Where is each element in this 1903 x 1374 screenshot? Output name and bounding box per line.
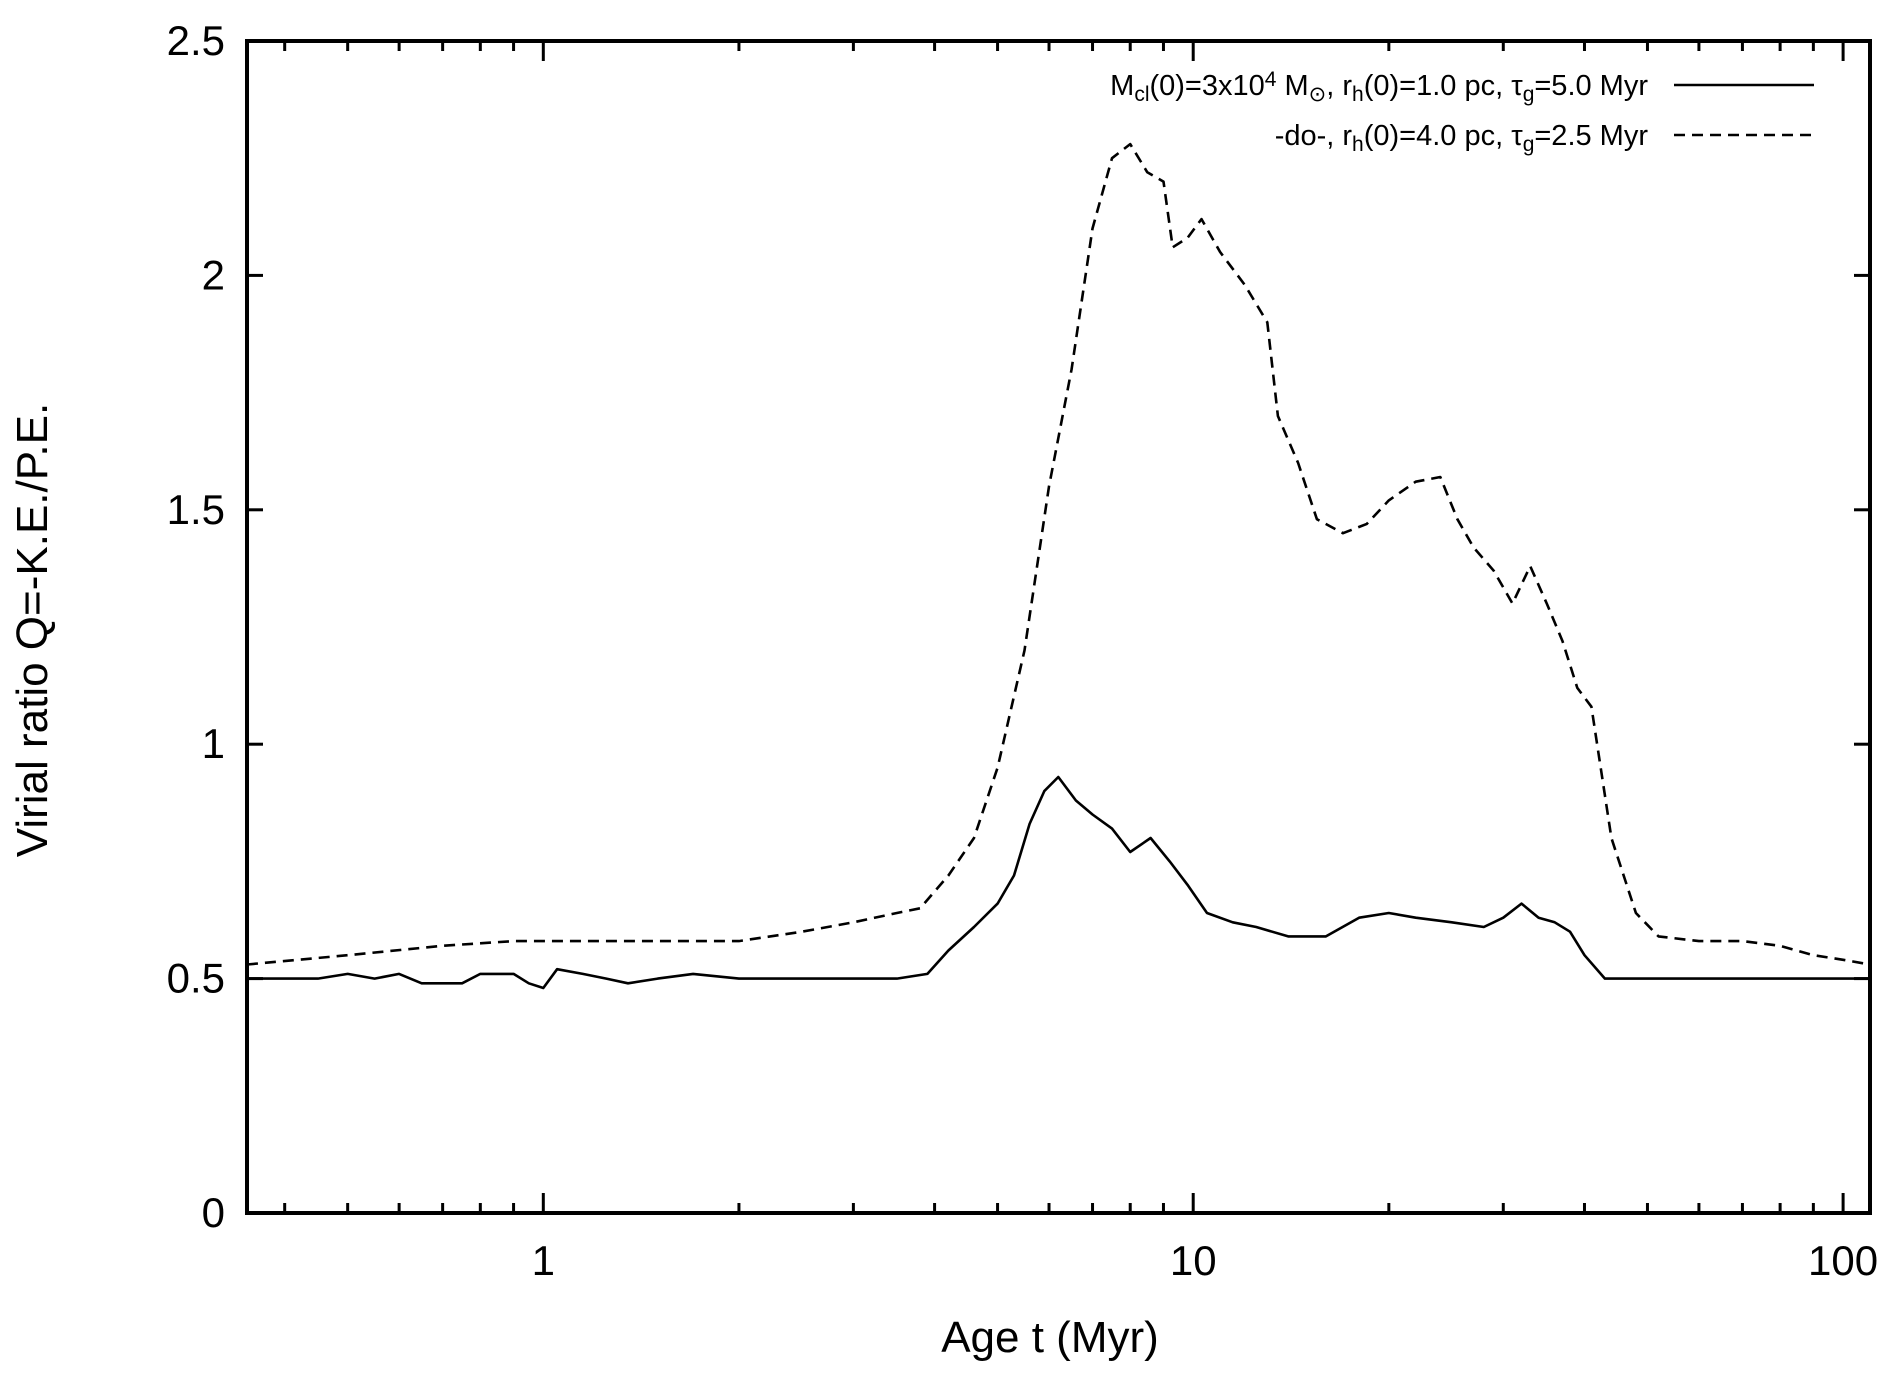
x-axis-title: Age t (Myr) bbox=[941, 1313, 1159, 1362]
y-tick-label: 0.5 bbox=[167, 955, 225, 1002]
axis-ticks: 0 0.5 1 1.5 2 2.5 1 10 100 bbox=[167, 17, 1879, 1284]
series-line-2 bbox=[246, 142, 1871, 966]
y-tick-label: 2 bbox=[202, 251, 225, 298]
y-axis-title: Virial ratio Q=-K.E./P.E. bbox=[8, 403, 57, 857]
x-tick-label: 100 bbox=[1808, 1237, 1878, 1284]
plot-frame bbox=[245, 39, 1872, 1215]
y-tick-label: 0 bbox=[202, 1189, 225, 1236]
y-tick-label: 2.5 bbox=[167, 17, 225, 64]
y-tick-label: 1 bbox=[202, 720, 225, 767]
x-tick-label: 10 bbox=[1170, 1237, 1217, 1284]
legend-label-2: -do-, rh(0)=4.0 pc, τg=2.5 Myr bbox=[1275, 120, 1649, 156]
legend-label-1: Mcl(0)=3x104 M⊙, rh(0)=1.0 pc, τg=5.0 My… bbox=[1110, 68, 1648, 106]
legend: Mcl(0)=3x104 M⊙, rh(0)=1.0 pc, τg=5.0 My… bbox=[1110, 68, 1814, 156]
y-tick-label: 1.5 bbox=[167, 486, 225, 533]
series-line-1 bbox=[247, 775, 1870, 990]
x-tick-label: 1 bbox=[532, 1237, 555, 1284]
series-lines bbox=[246, 142, 1871, 990]
